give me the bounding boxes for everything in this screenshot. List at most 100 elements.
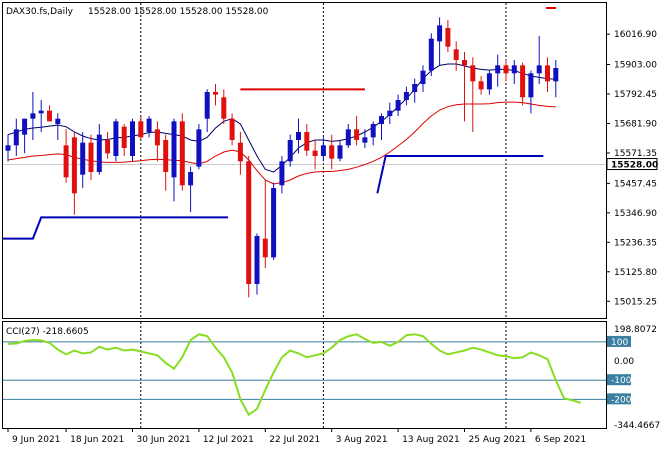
cci-level-tag — [607, 374, 631, 386]
candle — [55, 113, 61, 140]
candle — [213, 84, 218, 106]
candle-body — [5, 145, 11, 151]
candle-body — [296, 132, 301, 140]
current-price-tag: 15528.00 — [606, 158, 658, 171]
candle-body — [213, 92, 218, 95]
candle-body — [279, 161, 285, 186]
candle — [163, 134, 169, 191]
cci-series-line — [7, 333, 582, 417]
candle-body — [262, 238, 268, 258]
candle — [154, 121, 160, 162]
candle-body — [387, 110, 393, 116]
candle-body — [478, 81, 484, 90]
candle-body — [47, 110, 52, 122]
candle-body — [379, 116, 384, 124]
candle — [553, 60, 559, 98]
candle-body — [503, 65, 509, 74]
price-tick-label: 15346.90 — [614, 209, 657, 219]
candle-body — [412, 84, 418, 92]
price-tick-label: 15792.45 — [614, 90, 657, 100]
candle-body — [287, 140, 293, 162]
candle — [495, 54, 501, 87]
candle-body — [196, 129, 202, 167]
candle-body — [138, 121, 144, 138]
candle — [545, 57, 550, 92]
candle-body — [105, 140, 111, 154]
candle — [229, 113, 235, 146]
date-tick-label: 22 Jul 2021 — [269, 435, 320, 445]
candle-body — [22, 118, 28, 135]
candle-body — [553, 68, 559, 82]
candle — [387, 102, 393, 124]
candle — [329, 134, 335, 170]
candle-body — [271, 188, 277, 258]
candle — [30, 92, 36, 140]
candle-body — [345, 129, 351, 146]
support-line-late — [376, 155, 544, 194]
candle — [478, 76, 484, 95]
price-tick-label: 15571.35 — [614, 149, 657, 159]
candle-body — [337, 145, 343, 159]
cci-tick-label: -100 — [611, 376, 632, 386]
candle — [379, 113, 384, 140]
candle — [204, 89, 210, 132]
candle — [96, 124, 102, 175]
candle-body — [96, 134, 102, 172]
cci-tick-label: 198.8072 — [614, 325, 657, 335]
candle-body — [312, 150, 318, 156]
current-price-value: 15528.00 — [611, 161, 658, 171]
price-axis: 16016.90 15903.00 15792.45 15681.90 15571.35… — [606, 30, 657, 307]
candle-body — [545, 65, 550, 82]
candle-body — [30, 113, 36, 119]
candle — [370, 121, 376, 146]
candle-body — [370, 124, 376, 138]
candle — [130, 118, 135, 162]
price-tick-label: 15903.00 — [614, 61, 657, 71]
cci-title-label: CCI(27) -218.6605 — [6, 327, 89, 337]
candle-body — [204, 92, 210, 119]
date-tick-label: 12 Jul 2021 — [203, 435, 254, 445]
candle — [345, 124, 351, 148]
candle — [437, 17, 443, 66]
candle — [63, 129, 69, 183]
candle-body — [146, 118, 152, 132]
candle-body — [462, 60, 467, 66]
candle-body — [171, 121, 177, 178]
candle-body — [320, 145, 326, 156]
price-tick-label: 15681.90 — [614, 119, 657, 129]
candle — [262, 180, 268, 268]
date-tick-label: 18 Jun 2021 — [70, 435, 124, 445]
candle — [520, 62, 526, 106]
candle — [420, 65, 426, 92]
candle — [13, 118, 19, 156]
candle — [320, 137, 326, 162]
candle-body — [395, 100, 401, 111]
cci-level-tag — [607, 393, 631, 405]
candle-body — [520, 65, 526, 98]
candle-body — [486, 73, 492, 90]
candle — [296, 118, 301, 154]
candle — [304, 124, 310, 156]
candle — [486, 70, 492, 95]
candle — [312, 140, 318, 170]
candle-body — [88, 142, 94, 172]
candle-body — [80, 142, 86, 175]
price-tick-label: 15015.25 — [614, 297, 657, 307]
candle — [287, 134, 293, 167]
candle — [254, 233, 260, 295]
candle — [47, 105, 52, 122]
candle-body — [55, 118, 61, 124]
chart-symbol-label: DAX30.fs,Daily — [6, 7, 74, 17]
candle-body — [354, 129, 360, 140]
date-tick-label: 25 Aug 2021 — [469, 435, 527, 445]
candle-body — [495, 65, 501, 74]
date-tick-label: 30 Jun 2021 — [137, 435, 191, 445]
candle — [146, 116, 152, 138]
candle-body — [237, 142, 243, 162]
candle — [121, 124, 127, 156]
candle-body — [428, 38, 434, 71]
candle — [138, 116, 144, 140]
candle-body — [188, 172, 194, 186]
candle — [503, 60, 509, 82]
candle — [337, 140, 343, 162]
